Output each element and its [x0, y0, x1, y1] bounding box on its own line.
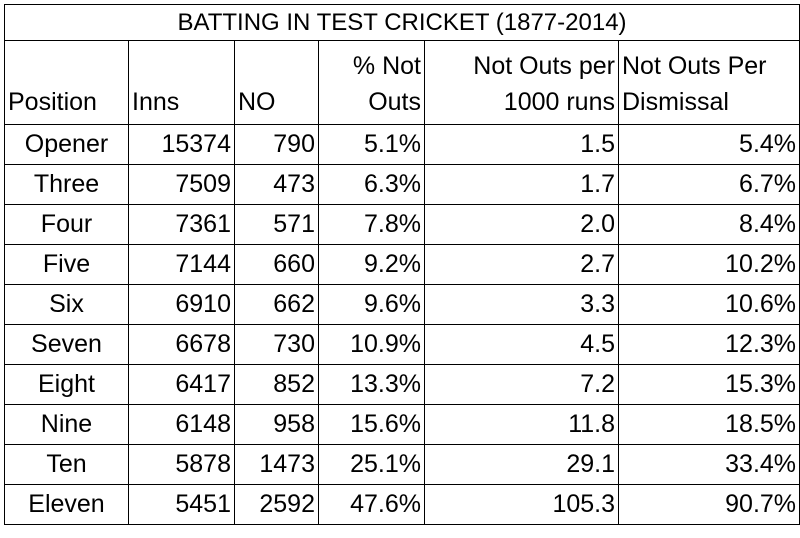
- cell-no[interactable]: 571: [234, 204, 319, 245]
- header-not-outs-per-1000-line1: Not Outs per: [473, 51, 615, 80]
- cell-not-outs-per-dismissal[interactable]: 10.6%: [617, 284, 800, 325]
- header-position[interactable]: Position: [4, 40, 129, 125]
- cell-not-outs-per-1000[interactable]: 11.8: [424, 404, 619, 445]
- cell-no[interactable]: 790: [234, 124, 319, 165]
- cell-no[interactable]: 852: [234, 364, 319, 405]
- cell-not-outs-per-1000[interactable]: 3.3: [424, 284, 619, 325]
- cell-pct-not-outs[interactable]: 9.6%: [318, 284, 425, 325]
- cell-position[interactable]: Nine: [4, 404, 129, 445]
- table-row: Four 7361 571 7.8% 2.0 8.4%: [4, 204, 800, 245]
- cell-not-outs-per-1000[interactable]: 1.5: [424, 124, 619, 165]
- cell-position[interactable]: Eight: [4, 364, 129, 405]
- table-row: Eleven 5451 2592 47.6% 105.3 90.7%: [4, 484, 800, 525]
- header-pct-not-outs-line2: Outs: [368, 87, 421, 116]
- header-row: Position Inns NO % Not Outs Not Outs per…: [4, 40, 800, 125]
- cell-position[interactable]: Five: [4, 244, 129, 285]
- cell-position[interactable]: Ten: [4, 444, 129, 485]
- header-not-outs-per-1000-line2: 1000 runs: [503, 87, 615, 116]
- table-row: Five 7144 660 9.2% 2.7 10.2%: [4, 244, 800, 285]
- cell-pct-not-outs[interactable]: 6.3%: [318, 164, 425, 205]
- cell-pct-not-outs[interactable]: 9.2%: [318, 244, 425, 285]
- cell-inns[interactable]: 7361: [128, 204, 235, 245]
- cell-position[interactable]: Eleven: [4, 484, 129, 525]
- table-row: Three 7509 473 6.3% 1.7 6.7%: [4, 164, 800, 205]
- cell-pct-not-outs[interactable]: 5.1%: [318, 124, 425, 165]
- cell-pct-not-outs[interactable]: 47.6%: [318, 484, 425, 525]
- cell-not-outs-per-dismissal[interactable]: 18.5%: [617, 404, 800, 445]
- batting-table: BATTING IN TEST CRICKET (1877-2014) Posi…: [3, 4, 800, 525]
- cell-inns[interactable]: 7509: [128, 164, 235, 205]
- cell-inns[interactable]: 15374: [128, 124, 235, 165]
- table-row: Nine 6148 958 15.6% 11.8 18.5%: [4, 404, 800, 445]
- cell-not-outs-per-1000[interactable]: 105.3: [424, 484, 619, 525]
- header-pct-not-outs-line1: % Not: [352, 51, 421, 80]
- table-row: Seven 6678 730 10.9% 4.5 12.3%: [4, 324, 800, 365]
- cell-inns[interactable]: 7144: [128, 244, 235, 285]
- cell-position[interactable]: Three: [4, 164, 129, 205]
- cell-no[interactable]: 1473: [234, 444, 319, 485]
- cell-not-outs-per-1000[interactable]: 2.7: [424, 244, 619, 285]
- header-not-outs-per-dismissal-line1: Not Outs Per: [622, 51, 767, 80]
- header-pct-not-outs[interactable]: % Not Outs: [318, 40, 425, 125]
- cell-inns[interactable]: 6417: [128, 364, 235, 405]
- cell-not-outs-per-dismissal[interactable]: 12.3%: [617, 324, 800, 365]
- cell-not-outs-per-dismissal[interactable]: 5.4%: [617, 124, 800, 165]
- cell-pct-not-outs[interactable]: 7.8%: [318, 204, 425, 245]
- cell-position[interactable]: Four: [4, 204, 129, 245]
- cell-not-outs-per-1000[interactable]: 7.2: [424, 364, 619, 405]
- cell-position[interactable]: Six: [4, 284, 129, 325]
- cell-not-outs-per-dismissal[interactable]: 6.7%: [617, 164, 800, 205]
- cell-not-outs-per-dismissal[interactable]: 10.2%: [617, 244, 800, 285]
- cell-not-outs-per-1000[interactable]: 4.5: [424, 324, 619, 365]
- cell-no[interactable]: 660: [234, 244, 319, 285]
- cell-position[interactable]: Opener: [4, 124, 129, 165]
- title-row: BATTING IN TEST CRICKET (1877-2014): [3, 4, 800, 41]
- cell-pct-not-outs[interactable]: 15.6%: [318, 404, 425, 445]
- cell-inns[interactable]: 6148: [128, 404, 235, 445]
- cell-no[interactable]: 473: [234, 164, 319, 205]
- cell-not-outs-per-dismissal[interactable]: 33.4%: [617, 444, 800, 485]
- cell-pct-not-outs[interactable]: 25.1%: [318, 444, 425, 485]
- cell-inns[interactable]: 6910: [128, 284, 235, 325]
- cell-position[interactable]: Seven: [4, 324, 129, 365]
- header-not-outs-per-dismissal-line2: Dismissal: [622, 87, 729, 116]
- cell-not-outs-per-dismissal[interactable]: 15.3%: [617, 364, 800, 405]
- header-not-outs-per-dismissal[interactable]: Not Outs Per Dismissal: [617, 40, 800, 125]
- cell-no[interactable]: 2592: [234, 484, 319, 525]
- cell-no[interactable]: 958: [234, 404, 319, 445]
- header-not-outs-per-1000[interactable]: Not Outs per 1000 runs: [424, 40, 619, 125]
- cell-not-outs-per-1000[interactable]: 2.0: [424, 204, 619, 245]
- header-no[interactable]: NO: [234, 40, 319, 125]
- table-row: Eight 6417 852 13.3% 7.2 15.3%: [4, 364, 800, 405]
- table-row: Six 6910 662 9.6% 3.3 10.6%: [4, 284, 800, 325]
- cell-not-outs-per-dismissal[interactable]: 8.4%: [617, 204, 800, 245]
- table-title[interactable]: BATTING IN TEST CRICKET (1877-2014): [3, 4, 800, 41]
- table-row: Ten 5878 1473 25.1% 29.1 33.4%: [4, 444, 800, 485]
- table-row: Opener 15374 790 5.1% 1.5 5.4%: [4, 124, 800, 165]
- cell-no[interactable]: 662: [234, 284, 319, 325]
- cell-not-outs-per-1000[interactable]: 29.1: [424, 444, 619, 485]
- cell-not-outs-per-dismissal[interactable]: 90.7%: [617, 484, 800, 525]
- cell-pct-not-outs[interactable]: 13.3%: [318, 364, 425, 405]
- cell-inns[interactable]: 5878: [128, 444, 235, 485]
- cell-inns[interactable]: 5451: [128, 484, 235, 525]
- cell-inns[interactable]: 6678: [128, 324, 235, 365]
- cell-pct-not-outs[interactable]: 10.9%: [318, 324, 425, 365]
- header-inns[interactable]: Inns: [128, 40, 235, 125]
- cell-no[interactable]: 730: [234, 324, 319, 365]
- cell-not-outs-per-1000[interactable]: 1.7: [424, 164, 619, 205]
